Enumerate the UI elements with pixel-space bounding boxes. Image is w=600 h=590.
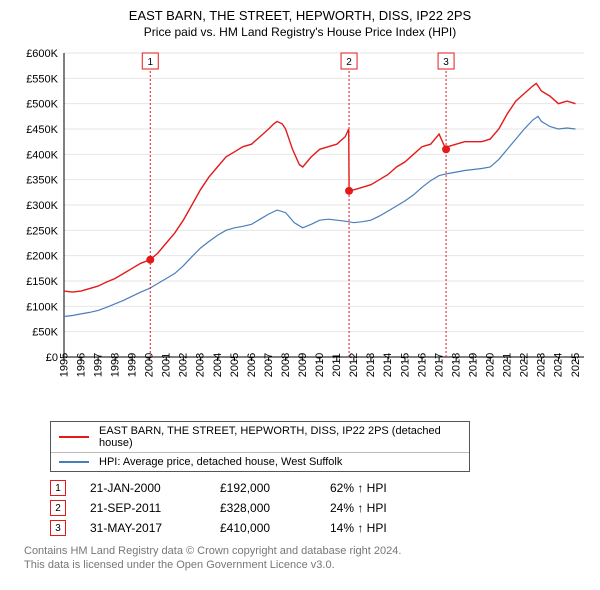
ytick-label: £0 — [46, 352, 58, 364]
xtick-label: 1999 — [126, 353, 138, 377]
xtick-label: 2001 — [161, 353, 173, 377]
sale-price: £328,000 — [220, 501, 330, 515]
marker-number: 2 — [346, 57, 352, 68]
xtick-label: 2020 — [485, 353, 497, 377]
xtick-label: 2016 — [416, 353, 428, 377]
xtick-label: 2008 — [280, 353, 292, 377]
ytick-label: £50K — [32, 327, 58, 339]
xtick-label: 2024 — [553, 353, 565, 377]
xtick-label: 2003 — [195, 353, 207, 377]
footer-line-2: This data is licensed under the Open Gov… — [24, 558, 588, 572]
xtick-label: 2025 — [570, 353, 582, 377]
xtick-label: 2002 — [178, 353, 190, 377]
xtick-label: 2017 — [433, 353, 445, 377]
sale-price: £410,000 — [220, 521, 330, 535]
xtick-label: 2013 — [365, 353, 377, 377]
ytick-label: £250K — [26, 225, 58, 237]
sale-row: 2 21-SEP-2011£328,00024% ↑ HPI — [50, 500, 588, 516]
sale-date: 21-SEP-2011 — [90, 501, 220, 515]
sale-pct-vs-hpi: 24% ↑ HPI — [330, 501, 387, 515]
ytick-label: £100K — [26, 301, 58, 313]
sale-row: 3 31-MAY-2017£410,00014% ↑ HPI — [50, 520, 588, 536]
xtick-label: 2009 — [297, 353, 309, 377]
xtick-label: 2022 — [519, 353, 531, 377]
xtick-label: 2005 — [229, 353, 241, 377]
sale-pct-vs-hpi: 62% ↑ HPI — [330, 481, 387, 495]
sale-marker-box: 1 — [50, 480, 66, 496]
ytick-label: £300K — [26, 200, 58, 212]
xtick-label: 2012 — [348, 353, 360, 377]
xtick-label: 2010 — [314, 353, 326, 377]
marker-dot-1 — [146, 256, 154, 264]
sales-list: 1 21-JAN-2000£192,00062% ↑ HPI 2 21-SEP-201… — [50, 480, 588, 536]
xtick-label: 1996 — [75, 353, 87, 377]
chart-container: £0 £50K £100K £150K £200K £250K £300K £350K £400… — [12, 45, 588, 415]
series-red — [64, 83, 576, 292]
xtick-label: 2006 — [246, 353, 258, 377]
sale-date: 21-JAN-2000 — [90, 481, 220, 495]
marker-number: 3 — [443, 57, 449, 68]
legend-swatch — [59, 461, 89, 463]
footer-attribution: Contains HM Land Registry data © Crown c… — [24, 544, 588, 573]
xtick-label: 2007 — [263, 353, 275, 377]
xtick-label: 2004 — [212, 353, 224, 377]
xtick-label: 2015 — [399, 353, 411, 377]
xtick-label: 2011 — [331, 353, 343, 377]
xtick-label: 1998 — [109, 353, 121, 377]
footer-line-1: Contains HM Land Registry data © Crown c… — [24, 544, 588, 558]
ytick-label: £450K — [26, 124, 58, 136]
ytick-label: £550K — [26, 73, 58, 85]
legend-swatch — [59, 436, 89, 438]
legend-item: EAST BARN, THE STREET, HEPWORTH, DISS, I… — [51, 422, 469, 452]
sale-marker-box: 2 — [50, 500, 66, 516]
series-blue — [64, 116, 576, 316]
marker-dot-3 — [442, 145, 450, 153]
page-title: EAST BARN, THE STREET, HEPWORTH, DISS, I… — [12, 8, 588, 23]
ytick-label: £600K — [26, 48, 58, 60]
legend-item: HPI: Average price, detached house, West… — [51, 452, 469, 471]
legend-label: EAST BARN, THE STREET, HEPWORTH, DISS, I… — [99, 425, 461, 449]
sale-row: 1 21-JAN-2000£192,00062% ↑ HPI — [50, 480, 588, 496]
sale-marker-box: 3 — [50, 520, 66, 536]
ytick-label: £500K — [26, 99, 58, 111]
legend-label: HPI: Average price, detached house, West… — [99, 456, 342, 468]
sale-date: 31-MAY-2017 — [90, 521, 220, 535]
ytick-label: £200K — [26, 251, 58, 263]
chart-legend: EAST BARN, THE STREET, HEPWORTH, DISS, I… — [50, 421, 470, 472]
xtick-label: 2019 — [467, 353, 479, 377]
xtick-label: 2000 — [144, 353, 156, 377]
ytick-label: £400K — [26, 149, 58, 161]
xtick-label: 2023 — [536, 353, 548, 377]
xtick-label: 2018 — [450, 353, 462, 377]
xtick-label: 1997 — [92, 353, 104, 377]
ytick-label: £350K — [26, 175, 58, 187]
marker-dot-2 — [345, 187, 353, 195]
xtick-label: 1995 — [58, 353, 70, 377]
marker-number: 1 — [147, 57, 153, 68]
page-subtitle: Price paid vs. HM Land Registry's House … — [12, 25, 588, 39]
xtick-label: 2021 — [502, 353, 514, 377]
xtick-label: 2014 — [382, 353, 394, 377]
line-chart: £0 £50K £100K £150K £200K £250K £300K £350K £400… — [12, 45, 588, 415]
ytick-label: £150K — [26, 276, 58, 288]
sale-pct-vs-hpi: 14% ↑ HPI — [330, 521, 387, 535]
sale-price: £192,000 — [220, 481, 330, 495]
